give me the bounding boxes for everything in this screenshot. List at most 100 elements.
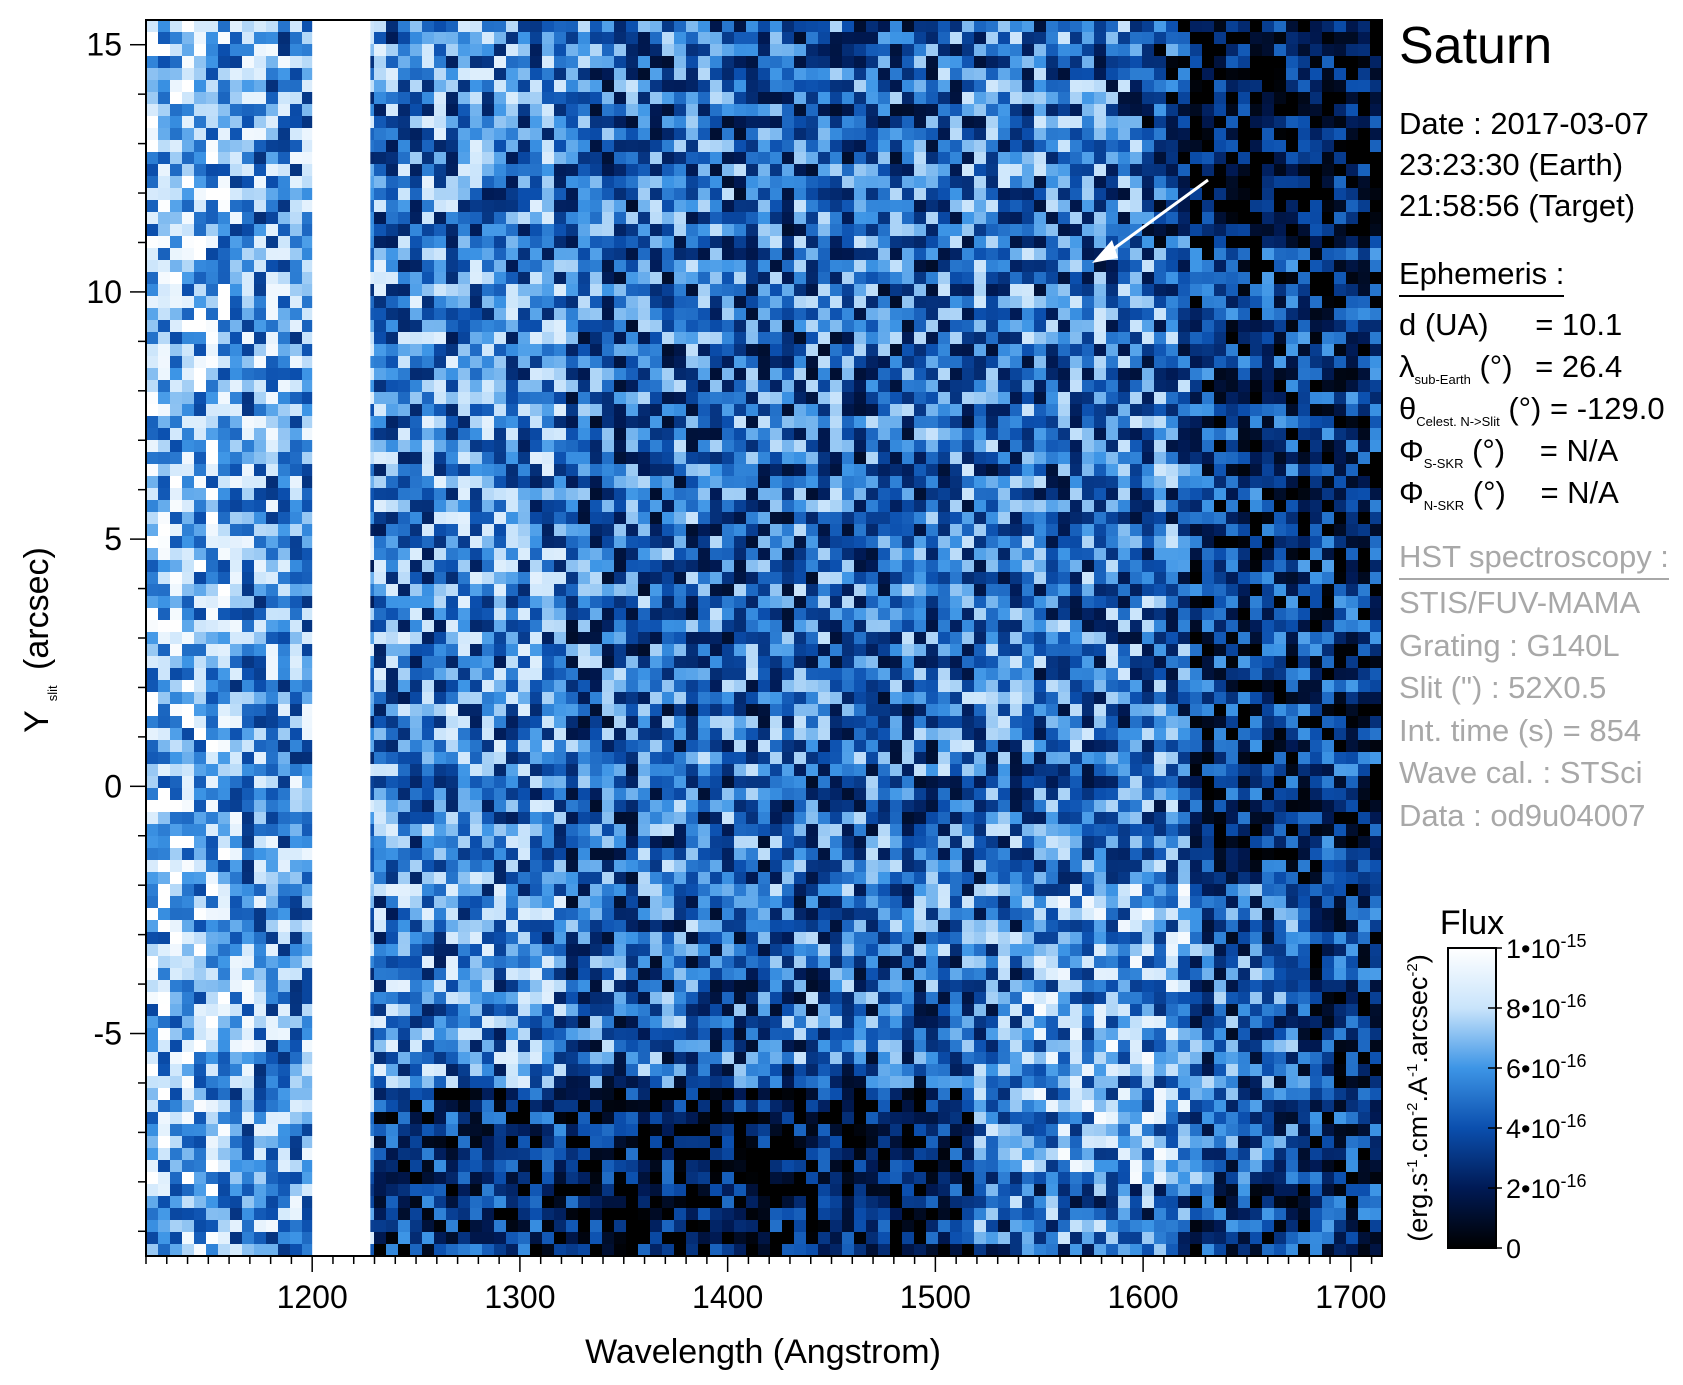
heatmap-cell [758, 308, 770, 320]
heatmap-cell [686, 392, 698, 404]
heatmap-cell [194, 116, 206, 128]
heatmap-cell [1118, 260, 1130, 272]
heatmap-cell [998, 404, 1010, 416]
heatmap-cell [1022, 164, 1034, 176]
heatmap-cell [902, 332, 914, 344]
heatmap-cell [1346, 380, 1358, 392]
heatmap-cell [914, 284, 926, 296]
heatmap-cell [1058, 152, 1070, 164]
heatmap-cell [734, 512, 746, 524]
heatmap-cell [686, 572, 698, 584]
heatmap-cell [1346, 572, 1358, 584]
heatmap-cell [674, 392, 686, 404]
heatmap-cell [482, 332, 494, 344]
heatmap-cell [158, 104, 170, 116]
heatmap-cell [818, 584, 830, 596]
heatmap-cell [926, 476, 938, 488]
heatmap-cell [446, 368, 458, 380]
heatmap-cell [1094, 44, 1106, 56]
heatmap-cell [1010, 44, 1022, 56]
heatmap-cell [386, 56, 398, 68]
heatmap-cell [1022, 356, 1034, 368]
heatmap-cell [578, 284, 590, 296]
heatmap-cell [146, 584, 158, 596]
heatmap-cell [1250, 560, 1262, 572]
heatmap-cell [1298, 404, 1310, 416]
heatmap-cell [1046, 380, 1058, 392]
heatmap-cell [1298, 380, 1310, 392]
heatmap-cell [1058, 80, 1070, 92]
heatmap-cell [626, 392, 638, 404]
heatmap-cell [902, 488, 914, 500]
heatmap-cell [278, 140, 290, 152]
heatmap-cell [590, 428, 602, 440]
heatmap-cell [518, 92, 530, 104]
heatmap-cell [1226, 272, 1238, 284]
heatmap-cell [998, 416, 1010, 428]
heatmap-cell [1130, 416, 1142, 428]
heatmap-cell [614, 584, 626, 596]
heatmap-cell [518, 224, 530, 236]
heatmap-cell [1022, 584, 1034, 596]
heatmap-cell [542, 500, 554, 512]
heatmap-cell [1250, 152, 1262, 164]
heatmap-cell [1214, 212, 1226, 224]
heatmap-cell [1286, 320, 1298, 332]
heatmap-cell [938, 308, 950, 320]
heatmap-cell [962, 32, 974, 44]
heatmap-cell [974, 248, 986, 260]
heatmap-cell [1370, 428, 1382, 440]
heatmap-cell [806, 536, 818, 548]
heatmap-cell [146, 536, 158, 548]
heatmap-cell [590, 536, 602, 548]
heatmap-cell [614, 380, 626, 392]
heatmap-cell [710, 488, 722, 500]
heatmap-cell [614, 572, 626, 584]
heatmap-cell [1286, 536, 1298, 548]
heatmap-cell [518, 20, 530, 32]
heatmap-cell [866, 248, 878, 260]
heatmap-cell [1346, 440, 1358, 452]
heatmap-cell [410, 248, 422, 260]
heatmap-cell [1202, 68, 1214, 80]
heatmap-cell [1214, 80, 1226, 92]
heatmap-cell [1142, 548, 1154, 560]
heatmap-cell [422, 476, 434, 488]
heatmap-cell [614, 560, 626, 572]
heatmap-cell [254, 20, 266, 32]
heatmap-cell [1142, 404, 1154, 416]
heatmap-cell [1010, 32, 1022, 44]
heatmap-cell [1250, 536, 1262, 548]
heatmap-cell [1322, 80, 1334, 92]
heatmap-cell [782, 476, 794, 488]
heatmap-cell [602, 332, 614, 344]
heatmap-cell [998, 188, 1010, 200]
heatmap-cell [1202, 32, 1214, 44]
heatmap-cell [554, 380, 566, 392]
heatmap-cell [1034, 332, 1046, 344]
heatmap-cell [974, 200, 986, 212]
heatmap-cell [1178, 560, 1190, 572]
heatmap-cell [458, 92, 470, 104]
heatmap-cell [650, 20, 662, 32]
heatmap-cell [602, 32, 614, 44]
heatmap-cell [494, 536, 506, 548]
heatmap-cell [434, 260, 446, 272]
heatmap-cell [1058, 344, 1070, 356]
heatmap-cell [578, 248, 590, 260]
heatmap-cell [1214, 548, 1226, 560]
heatmap-cell [686, 128, 698, 140]
heatmap-cell [518, 68, 530, 80]
heatmap-cell [974, 152, 986, 164]
heatmap-cell [542, 308, 554, 320]
heatmap-cell [1154, 368, 1166, 380]
heatmap-cell [398, 32, 410, 44]
heatmap-cell [998, 356, 1010, 368]
heatmap-cell [1238, 236, 1250, 248]
heatmap-cell [1118, 284, 1130, 296]
heatmap-cell [506, 248, 518, 260]
heatmap-cell [938, 548, 950, 560]
heatmap-cell [818, 212, 830, 224]
heatmap-cell [1310, 188, 1322, 200]
heatmap-cell [1142, 488, 1154, 500]
